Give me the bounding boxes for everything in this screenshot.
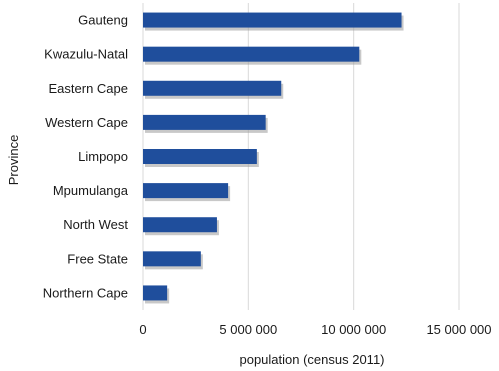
category-label: North West — [63, 217, 128, 232]
x-tick-label: 15 000 000 — [426, 322, 491, 337]
bar — [143, 149, 257, 164]
bar — [143, 251, 201, 267]
x-tick-labels: 0 5 000 000 10 000 000 15 000 000 — [139, 322, 491, 337]
x-axis-title: population (census 2011) — [239, 352, 384, 367]
category-label: Limpopo — [78, 149, 128, 164]
category-label: Eastern Cape — [49, 81, 129, 96]
category-label: Northern Cape — [43, 285, 128, 300]
category-label: Western Cape — [45, 115, 128, 130]
x-tick-label: 0 — [139, 322, 146, 337]
category-label: Free State — [67, 251, 128, 266]
category-label: Mpumulanga — [53, 183, 129, 198]
bar — [143, 46, 360, 62]
bar — [143, 80, 282, 96]
category-label: Gauteng — [78, 13, 128, 28]
bar — [143, 217, 217, 233]
x-tick-label: 10 000 000 — [321, 322, 386, 337]
bar — [143, 114, 266, 130]
category-label: Kwazulu-Natal — [44, 47, 128, 62]
y-axis-title: Province — [6, 135, 21, 186]
bar — [143, 12, 402, 28]
bar — [143, 183, 229, 199]
bar — [143, 285, 168, 301]
category-labels: Gauteng Kwazulu-Natal Eastern Cape Western … — [43, 13, 129, 301]
x-tick-label: 5 000 000 — [219, 322, 277, 337]
bars — [143, 12, 404, 304]
